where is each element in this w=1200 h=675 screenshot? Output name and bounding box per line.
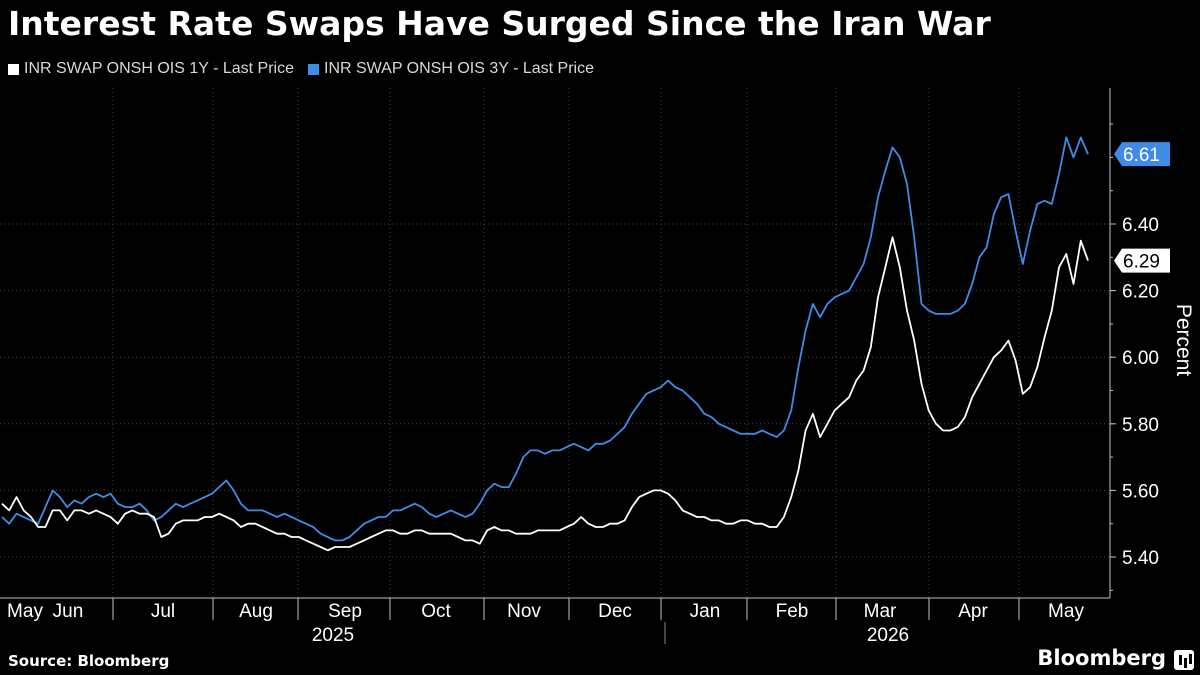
x-tick-label: May	[7, 601, 43, 622]
bloomberg-logo: Bloomberg	[1037, 646, 1166, 670]
legend-label-3y: INR SWAP ONSH OIS 3Y - Last Price	[324, 60, 594, 77]
x-tick-label: Apr	[958, 601, 988, 622]
y-tick-label: 6.00	[1122, 348, 1159, 369]
last-value-label-1y: 6.29	[1123, 252, 1160, 273]
x-tick-label: Jun	[53, 601, 84, 622]
y-tick-label: 6.20	[1122, 282, 1159, 303]
legend-item-3y: INR SWAP ONSH OIS 3Y - Last Price	[308, 60, 594, 78]
y-tick-label: 5.80	[1122, 415, 1159, 436]
legend: INR SWAP ONSH OIS 1Y - Last Price INR SW…	[8, 60, 608, 78]
x-tick-label: May	[1048, 601, 1084, 622]
x-tick-label: Feb	[776, 601, 809, 622]
y-axis-title: Percent	[1172, 304, 1195, 377]
x-tick-label: Dec	[598, 601, 632, 622]
legend-item-1y: INR SWAP ONSH OIS 1Y - Last Price	[8, 60, 294, 78]
bloomberg-terminal-icon	[1174, 650, 1194, 670]
y-tick-label: 5.40	[1122, 548, 1159, 569]
x-tick-label: Jul	[151, 601, 175, 622]
x-tick-label: Mar	[864, 601, 897, 622]
last-value-label-3y: 6.61	[1123, 145, 1160, 166]
last-value-tag-1y	[1114, 248, 1170, 273]
x-tick-label: Aug	[239, 601, 273, 622]
x-tick-label: Sep	[328, 601, 362, 622]
x-tick-label: Oct	[421, 601, 451, 622]
legend-swatch-1y	[8, 63, 19, 75]
series-line-3y	[1, 136, 1089, 542]
y-tick-label: 6.40	[1122, 215, 1159, 236]
legend-swatch-3y	[308, 63, 319, 75]
y-tick-label: 5.60	[1122, 481, 1159, 502]
legend-label-1y: INR SWAP ONSH OIS 1Y - Last Price	[24, 60, 294, 77]
x-year-label: 2025	[312, 625, 354, 646]
x-tick-label: Jan	[690, 601, 721, 622]
source-note: Source: Bloomberg	[8, 652, 170, 670]
chart-title: Interest Rate Swaps Have Surged Since th…	[8, 4, 991, 43]
x-tick-label: Nov	[507, 601, 541, 622]
last-value-tag-3y	[1114, 142, 1170, 167]
series-line-1y	[1, 236, 1089, 552]
x-year-label: 2026	[867, 625, 909, 646]
